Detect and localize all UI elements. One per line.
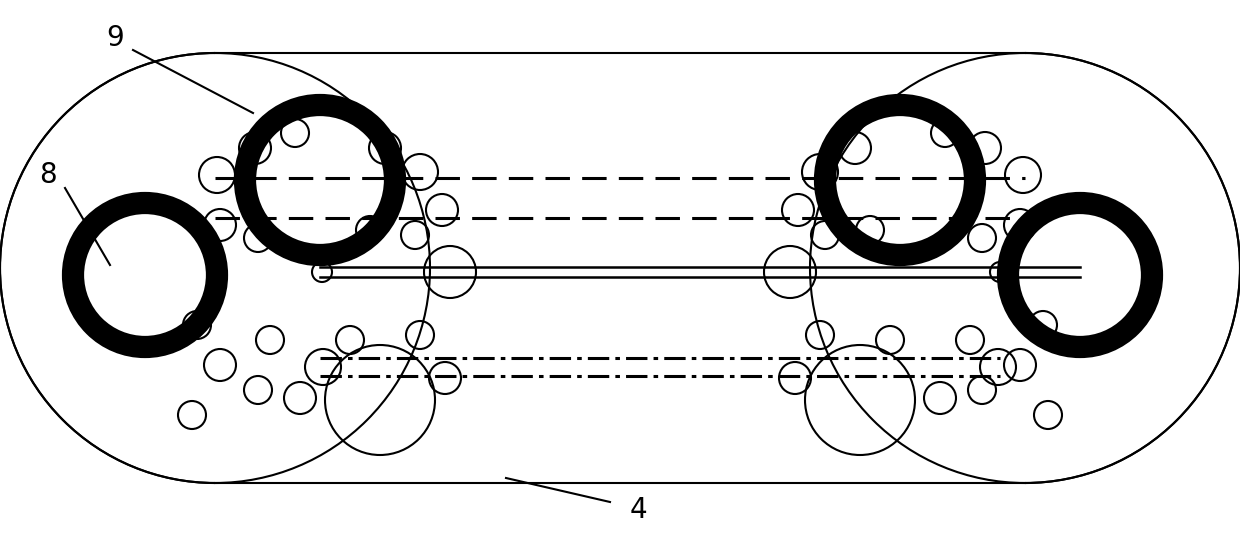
Text: 8: 8 — [40, 161, 57, 189]
Text: 9: 9 — [107, 24, 124, 52]
Text: 4: 4 — [629, 496, 647, 524]
